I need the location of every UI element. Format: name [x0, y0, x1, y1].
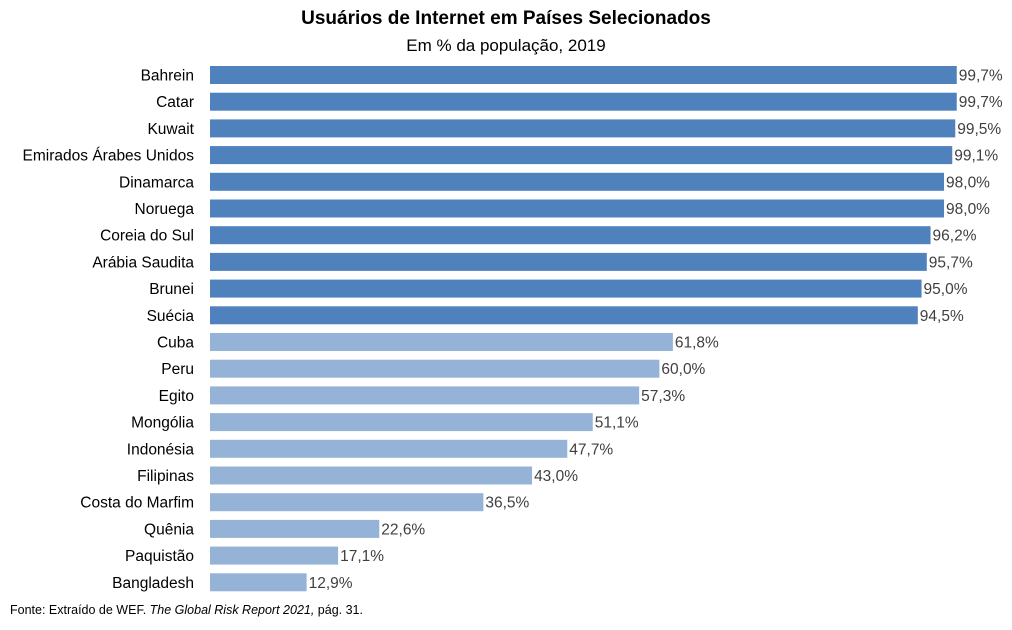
value-label-4: 98,0%	[946, 174, 990, 191]
bar-4	[210, 172, 945, 191]
category-label-17: Quênia	[144, 521, 194, 538]
bar-7	[210, 252, 927, 271]
source-note: Fonte: Extraído de WEF. The Global Risk …	[10, 603, 363, 617]
value-label-19: 12,9%	[309, 575, 353, 592]
bar-chart: Bahrein 99,7% Catar 99,7% Kuwait 99,5% Emirado…	[23, 66, 1003, 592]
value-label-2: 99,5%	[957, 121, 1001, 138]
bar-9	[210, 306, 918, 325]
chart-subtitle: Em % da população, 2019	[406, 36, 606, 55]
category-label-18: Paquistão	[125, 548, 194, 565]
category-label-7: Arábia Saudita	[92, 254, 194, 271]
value-label-10: 61,8%	[675, 335, 719, 352]
bar-19	[210, 573, 307, 592]
category-label-8: Brunei	[149, 281, 194, 298]
value-label-6: 96,2%	[933, 228, 977, 245]
bar-16	[210, 493, 484, 512]
category-label-14: Indonésia	[127, 441, 195, 458]
value-label-12: 57,3%	[641, 388, 685, 405]
bar-15	[210, 466, 533, 485]
bar-3	[210, 146, 953, 165]
value-label-1: 99,7%	[959, 94, 1003, 111]
bar-2	[210, 119, 956, 138]
category-label-12: Egito	[159, 388, 194, 405]
category-label-11: Peru	[161, 361, 194, 378]
category-label-3: Emirados Árabes Unidos	[23, 148, 195, 165]
value-label-13: 51,1%	[595, 415, 639, 432]
value-label-8: 95,0%	[924, 281, 968, 298]
bar-12	[210, 386, 640, 405]
bar-0	[210, 66, 957, 84]
value-label-16: 36,5%	[485, 495, 529, 512]
category-label-1: Catar	[156, 94, 194, 111]
value-label-15: 43,0%	[534, 468, 578, 485]
category-label-13: Mongólia	[131, 415, 194, 432]
value-label-11: 60,0%	[661, 361, 705, 378]
bar-11	[210, 359, 660, 378]
value-label-9: 94,5%	[920, 308, 964, 325]
category-label-19: Bangladesh	[112, 575, 194, 592]
category-label-9: Suécia	[147, 308, 195, 325]
value-label-14: 47,7%	[569, 441, 613, 458]
bar-14	[210, 439, 568, 458]
bar-8	[210, 279, 922, 298]
category-label-2: Kuwait	[147, 121, 194, 138]
source-suffix: pág. 31.	[314, 603, 363, 617]
value-label-0: 99,7%	[959, 68, 1003, 85]
value-label-5: 98,0%	[946, 201, 990, 218]
category-label-10: Cuba	[157, 335, 194, 352]
source-report-title: The Global Risk Report 2021,	[149, 603, 315, 617]
value-label-17: 22,6%	[381, 521, 425, 538]
chart-title: Usuários de Internet em Países Seleciona…	[301, 8, 711, 29]
category-label-16: Costa do Marfim	[80, 495, 194, 512]
category-label-5: Noruega	[135, 201, 195, 218]
bar-10	[210, 333, 673, 351]
bar-6	[210, 226, 931, 245]
bar-5	[210, 199, 945, 218]
category-label-4: Dinamarca	[119, 174, 194, 191]
source-prefix: Fonte: Extraído de WEF.	[10, 603, 150, 617]
bar-1	[210, 92, 957, 111]
value-label-3: 99,1%	[954, 148, 998, 165]
value-label-18: 17,1%	[340, 548, 384, 565]
category-label-6: Coreia do Sul	[100, 228, 194, 245]
value-label-7: 95,7%	[929, 254, 973, 271]
category-label-15: Filipinas	[137, 468, 194, 485]
bar-13	[210, 413, 593, 432]
bar-17	[210, 519, 380, 538]
bar-18	[210, 546, 339, 565]
category-label-0: Bahrein	[141, 68, 194, 85]
